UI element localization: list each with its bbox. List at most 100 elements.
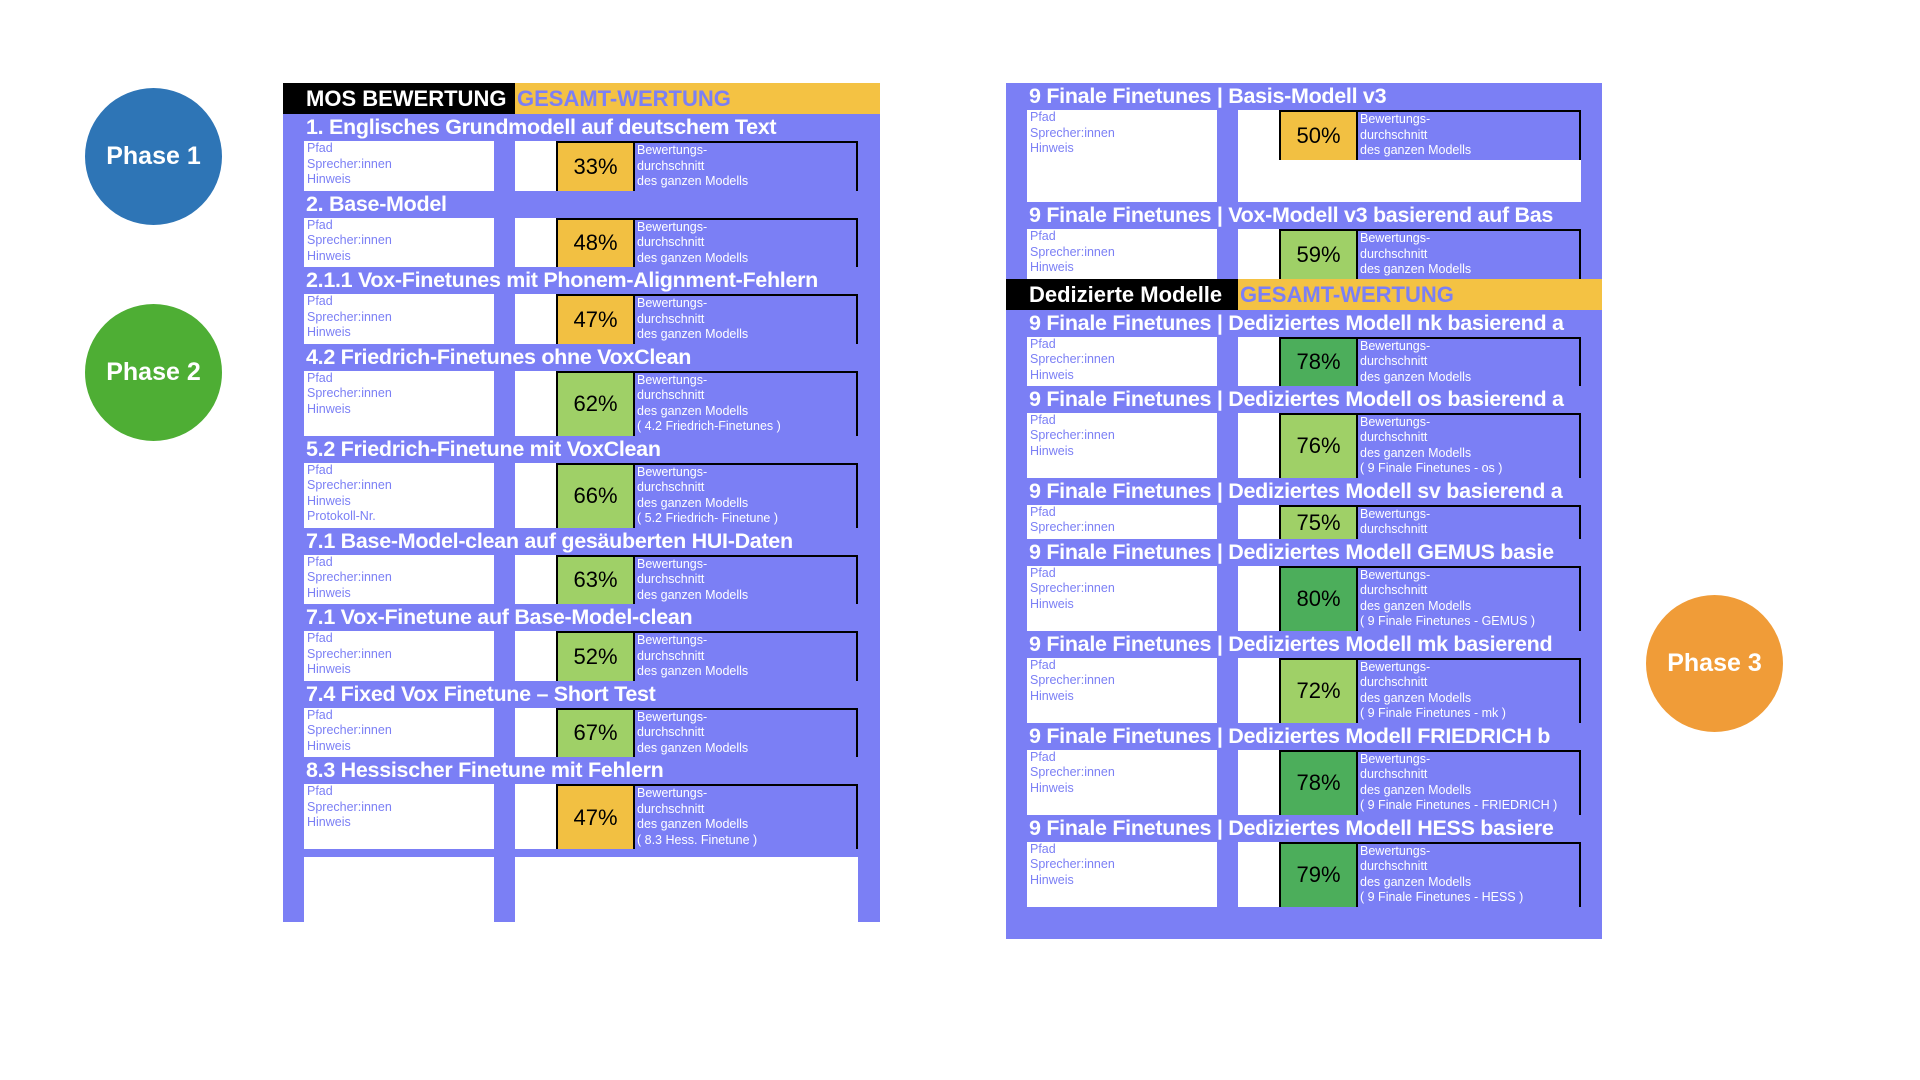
- description-line: durchschnitt: [1360, 767, 1428, 781]
- description-line: durchschnitt: [637, 480, 705, 494]
- metadata-label-hinweis: Hinweis: [307, 325, 351, 339]
- score-description: Bewertungs-durchschnitt des ganzen Modell…: [1358, 565, 1581, 631]
- metadata-label-hinweis: Hinweis: [1030, 443, 1074, 458]
- score-description: Bewertungs-durchschnitt des ganzen Modell…: [1358, 412, 1581, 478]
- header-overall-rating: GESAMT-WERTUNG: [515, 83, 880, 114]
- section-title: 4.2 Friedrich-Finetunes ohne VoxClean: [306, 344, 692, 369]
- section-title: 9 Finale Finetunes | Dediziertes Modell …: [1029, 310, 1564, 335]
- evaluation-row: Pfad Sprecher:innen Hinweis 76% Bewertungs-d…: [1006, 412, 1602, 478]
- metadata-label-hinweis: Hinweis: [1030, 141, 1074, 155]
- blank-cell: [515, 217, 556, 267]
- metadata-field-box[interactable]: Pfad Sprecher:innen Hinweis: [304, 631, 494, 681]
- metadata-label-pfad: Pfad: [1030, 412, 1056, 427]
- description-note: ( 9 Finale Finetunes - HESS ): [1360, 890, 1524, 904]
- score-description: Bewertungs-durchschnitt des ganzen Modell…: [1358, 657, 1581, 723]
- score-cell: 72%: [1279, 657, 1358, 723]
- score-description: Bewertungs-durchschnitt des ganzen Modell…: [1358, 229, 1581, 279]
- metadata-field-box[interactable]: Pfad Sprecher:innen Hinweis: [1027, 657, 1217, 723]
- blank-cell: [1238, 336, 1279, 386]
- metadata-label-pfad: Pfad: [307, 707, 333, 722]
- description-line: durchschnitt: [1360, 354, 1428, 368]
- metadata-field-box[interactable]: Pfad Sprecher:innen Hinweis: [304, 141, 494, 191]
- description-line: des ganzen Modells: [1360, 598, 1472, 613]
- metadata-label-sprecherinnen: Sprecher:innen: [1030, 673, 1115, 687]
- evaluation-row: Pfad Sprecher:innen Hinweis 52% Bewertungs-d…: [283, 631, 880, 681]
- metadata-field-box[interactable]: Pfad Sprecher:innen Hinweis: [304, 707, 494, 757]
- evaluation-section: 9 Finale Finetunes | Basis-Modell v3 Pfad…: [1006, 83, 1602, 202]
- evaluation-section: 9 Finale Finetunes | Dediziertes Modell …: [1006, 478, 1602, 539]
- evaluation-row: Pfad Sprecher:innen Hinweis 80% Bewertungs-d…: [1006, 565, 1602, 631]
- blank-area: [304, 857, 494, 922]
- metadata-field-box[interactable]: Pfad Sprecher:innen Hinweis: [1027, 565, 1217, 631]
- metadata-field-box[interactable]: Pfad Sprecher:innen Hinweis: [304, 294, 494, 344]
- metadata-label-sprecherinnen: Sprecher:innen: [307, 156, 392, 171]
- metadata-field-box[interactable]: Pfad Sprecher:innen Hinweis Protokoll-Nr.: [304, 462, 494, 528]
- panel-header: MOS BEWERTUNG GESAMT-WERTUNG: [283, 83, 880, 114]
- metadata-label-hinweis: Hinweis: [307, 172, 351, 186]
- description-line: durchschnitt: [637, 572, 705, 586]
- blank-cell: [1238, 565, 1279, 631]
- description-line: Bewertungs-: [637, 296, 708, 310]
- score-cell: 62%: [556, 370, 635, 436]
- dedicated-models-header: Dedizierte Modelle GESAMT-WERTUNG: [1006, 278, 1602, 310]
- metadata-field-box[interactable]: Pfad Sprecher:innen Hinweis: [1027, 110, 1217, 202]
- evaluation-row: Pfad Sprecher:innen Hinweis 59% Bewertungs-d…: [1006, 229, 1602, 279]
- metadata-label-sprecherinnen: Sprecher:innen: [1030, 581, 1115, 595]
- header-overall-rating: GESAMT-WERTUNG: [1238, 278, 1602, 310]
- section-title: 8.3 Hessischer Finetune mit Fehlern: [306, 758, 664, 782]
- description-line: des ganzen Modells: [637, 327, 749, 341]
- section-title: 2.1.1 Vox-Finetunes mit Phonem-Alignment…: [306, 268, 819, 292]
- evaluation-row: Pfad Sprecher:innen Hinweis 67% Bewertungs-d…: [283, 707, 880, 757]
- description-line: des ganzen Modells: [1360, 143, 1472, 157]
- metadata-field-box[interactable]: Pfad Sprecher:innen Hinweis: [304, 370, 494, 436]
- score-cell: 67%: [556, 707, 635, 757]
- metadata-field-box[interactable]: Pfad Sprecher:innen Hinweis: [1027, 412, 1217, 478]
- evaluation-row: Pfad Sprecher:innen Hinweis 50% Bewertungs-d…: [1006, 110, 1602, 202]
- evaluation-row: Pfad Sprecher:innen Hinweis 48% Bewertungs-d…: [283, 217, 880, 267]
- score-cell: 50%: [1279, 110, 1358, 160]
- metadata-label-sprecherinnen: Sprecher:innen: [307, 233, 392, 247]
- phase-2-badge: Phase 2: [85, 304, 222, 441]
- section-title: 7.1 Vox-Finetune auf Base-Model-clean: [306, 605, 693, 629]
- metadata-label-sprecherinnen: Sprecher:innen: [1030, 352, 1115, 366]
- metadata-label-hinweis: Hinweis: [307, 248, 351, 263]
- score-description: Bewertungs-durchschnitt des ganzen Modell…: [635, 294, 858, 344]
- description-line: durchschnitt: [637, 801, 705, 816]
- description-line: durchschnitt: [1360, 430, 1428, 444]
- section-title: 9 Finale Finetunes | Dediziertes Modell …: [1029, 539, 1554, 564]
- evaluation-row: Pfad Sprecher:innen Hinweis 62% Bewertungs-d…: [283, 370, 880, 436]
- metadata-field-box[interactable]: Pfad Sprecher:innen Hinweis: [1027, 841, 1217, 907]
- metadata-label-hinweis: Hinweis: [307, 738, 351, 753]
- score-cell: 33%: [556, 141, 635, 191]
- description-line: durchschnitt: [637, 158, 705, 173]
- metadata-label-sprecherinnen: Sprecher:innen: [307, 799, 392, 814]
- metadata-label-hinweis: Hinweis: [1030, 872, 1074, 887]
- metadata-field-box[interactable]: Pfad Sprecher:innen Hinweis: [304, 554, 494, 604]
- metadata-field-box[interactable]: Pfad Sprecher:innen Hinweis: [1027, 336, 1217, 386]
- metadata-field-box[interactable]: Pfad Sprecher:innen: [1027, 504, 1217, 539]
- evaluation-row: Pfad Sprecher:innen Hinweis 63% Bewertungs-d…: [283, 554, 880, 604]
- score-description: Bewertungs-durchschnitt des ganzen Modell…: [635, 462, 858, 528]
- metadata-field-box[interactable]: Pfad Sprecher:innen Hinweis: [1027, 229, 1217, 279]
- description-line: des ganzen Modells: [637, 740, 749, 755]
- description-line: des ganzen Modells: [1360, 690, 1472, 705]
- evaluation-section: 9 Finale Finetunes | Vox-Modell v3 basie…: [1006, 202, 1602, 279]
- evaluation-row: Pfad Sprecher:innen Hinweis 79% Bewertungs-d…: [1006, 841, 1602, 907]
- blank-cell: [515, 141, 556, 191]
- score-description: Bewertungs-durchschnitt: [1358, 504, 1581, 539]
- blank-cell: [1238, 657, 1279, 723]
- blank-cell: [515, 554, 556, 604]
- description-line: des ganzen Modells: [637, 664, 749, 678]
- score-description: Bewertungs-durchschnitt des ganzen Modell…: [635, 631, 858, 681]
- metadata-field-box[interactable]: Pfad Sprecher:innen Hinweis: [1027, 749, 1217, 815]
- metadata-field-box[interactable]: Pfad Sprecher:innen Hinweis: [304, 217, 494, 267]
- metadata-label-hinweis: Hinweis: [307, 662, 351, 676]
- metadata-field-box[interactable]: Pfad Sprecher:innen Hinweis: [304, 784, 494, 849]
- score-description: Bewertungs-durchschnitt des ganzen Modell…: [1358, 841, 1581, 907]
- blank-cell: [1238, 841, 1279, 907]
- description-line: Bewertungs-: [637, 372, 708, 387]
- description-line: des ganzen Modells: [1360, 262, 1472, 276]
- evaluation-section: 9 Finale Finetunes | Dediziertes Modell …: [1006, 631, 1602, 723]
- metadata-label-pfad: Pfad: [1030, 841, 1056, 856]
- score-cell: 76%: [1279, 412, 1358, 478]
